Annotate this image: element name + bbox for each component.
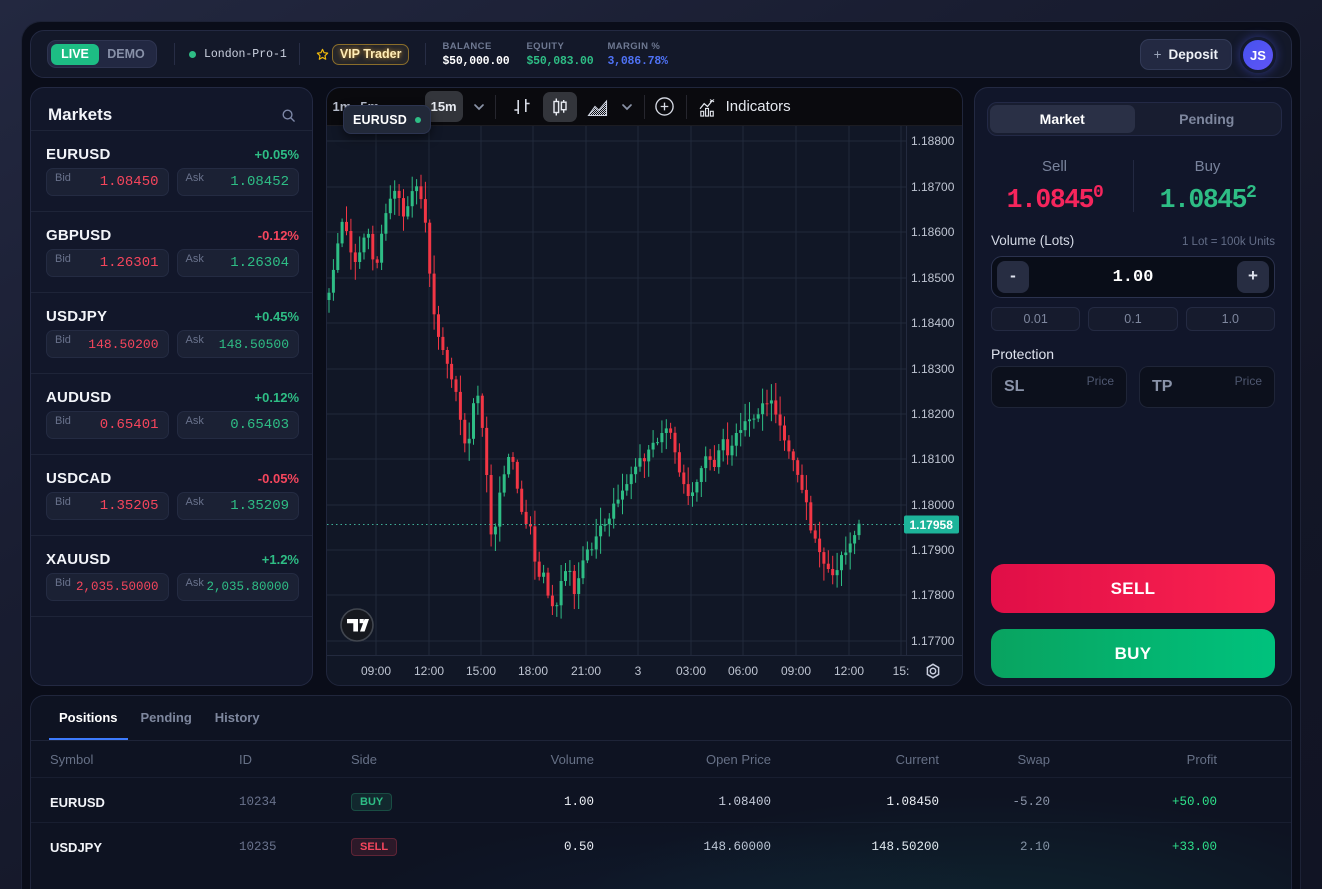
svg-text:15:: 15: xyxy=(893,664,910,678)
svg-text:3: 3 xyxy=(635,664,642,678)
svg-text:1.18800: 1.18800 xyxy=(911,134,955,148)
svg-text:12:00: 12:00 xyxy=(414,664,444,678)
svg-text:12:00: 12:00 xyxy=(834,664,864,678)
svg-text:06:00: 06:00 xyxy=(728,664,758,678)
svg-text:1.18200: 1.18200 xyxy=(911,407,955,421)
svg-text:1.18300: 1.18300 xyxy=(911,362,955,376)
svg-text:1.17700: 1.17700 xyxy=(911,634,955,648)
svg-text:1.17800: 1.17800 xyxy=(911,588,955,602)
svg-text:1.18600: 1.18600 xyxy=(911,225,955,239)
svg-text:15:00: 15:00 xyxy=(466,664,496,678)
svg-text:1.17958: 1.17958 xyxy=(910,518,954,532)
svg-text:1.17900: 1.17900 xyxy=(911,543,955,557)
svg-text:09:00: 09:00 xyxy=(361,664,391,678)
svg-text:1.18100: 1.18100 xyxy=(911,452,955,466)
svg-text:09:00: 09:00 xyxy=(781,664,811,678)
svg-text:1.18700: 1.18700 xyxy=(911,180,955,194)
svg-text:1.18400: 1.18400 xyxy=(911,316,955,330)
svg-text:1.18000: 1.18000 xyxy=(911,498,955,512)
svg-text:03:00: 03:00 xyxy=(676,664,706,678)
svg-text:1.18500: 1.18500 xyxy=(911,271,955,285)
svg-text:18:00: 18:00 xyxy=(518,664,548,678)
svg-text:21:00: 21:00 xyxy=(571,664,601,678)
